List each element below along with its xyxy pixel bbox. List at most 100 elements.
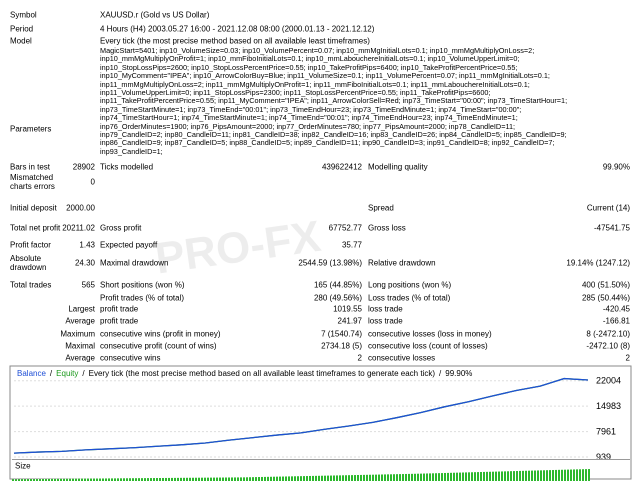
balance-line (13, 377, 589, 454)
row-label: Mismatched charts errors (10, 173, 55, 191)
row-label: Short positions (won %) (100, 280, 185, 290)
legend-entry: Equity (56, 369, 79, 378)
y-tick-label: 7961 (596, 427, 616, 437)
row-value: 2 (625, 353, 630, 363)
size-panel: Size (12, 459, 630, 481)
row-value: 67752.77 (328, 223, 362, 233)
row-value: 285 (50.44%) (581, 293, 630, 303)
info-label: Model (10, 36, 32, 46)
separator: / (49, 369, 53, 378)
row-value: -166.81 (602, 316, 630, 326)
row-label: consecutive wins (profit in money) (100, 329, 221, 339)
row-value: 565 (81, 280, 95, 290)
chart-title: Balance / Equity / Every tick (the most prec… (15, 369, 474, 378)
row-label: consecutive losses (loss in money) (368, 329, 492, 339)
equity-line (13, 377, 589, 454)
row-label: Bars in test (10, 162, 51, 172)
row-label: consecutive losses (368, 353, 436, 363)
info-value: XAUUSD.r (Gold vs US Dollar) (100, 10, 210, 20)
row-label: loss trade (368, 316, 403, 326)
row-label: Average (65, 353, 95, 363)
row-label: profit trade (100, 316, 139, 326)
row-label: Loss trades (% of total) (368, 293, 451, 303)
row-label: Gross profit (100, 223, 142, 233)
parameters-line: inp11_mmMgMultiplyOnLoss=2; inp11_mmMgMu… (100, 79, 530, 89)
size-label: Size (15, 461, 31, 471)
row-label: Modelling quality (368, 162, 428, 172)
row-label: Ticks modelled (100, 162, 154, 172)
row-value: 24.30 (74, 258, 95, 268)
parameters-label: Parameters (10, 124, 52, 134)
info-value: Every tick (the most precise method base… (100, 36, 370, 46)
separator: / (82, 369, 85, 378)
row-value: 165 (44.85%) (313, 280, 362, 290)
row-label: Expected payoff (100, 240, 158, 250)
row-value: 280 (49.56%) (313, 293, 362, 303)
row-value: 2544.59 (13.98%) (298, 258, 362, 268)
separator: / (439, 369, 442, 378)
size-bars (12, 469, 590, 481)
info-label: Symbol (10, 10, 37, 20)
row-label: Maximum (60, 329, 95, 339)
row-value: 439622412 (321, 162, 362, 172)
row-label: Average (65, 316, 95, 326)
row-label: Spread (368, 203, 394, 213)
row-label: profit trade (100, 304, 139, 314)
info-label: Period (10, 24, 34, 34)
row-label: consecutive loss (count of losses) (368, 341, 488, 351)
row-value: 99.90% (602, 162, 630, 172)
row-value: 8 (-2472.10) (586, 329, 630, 339)
legend-entry: Balance (17, 369, 46, 378)
parameters-line: inp86_CandleID=9; inp87_CandleID=5; inp8… (100, 138, 555, 148)
y-tick-label: 22004 (596, 376, 621, 386)
row-value: 28902 (72, 162, 95, 172)
parameters-line: inp10_StopLossPips=2600; inp10_StopLossP… (100, 62, 518, 72)
parameters-line: inp10_MyComment="IPEA"; inp10_ArrowColor… (100, 71, 550, 81)
row-value: -2472.10 (8) (586, 341, 630, 351)
watermark: PRO-FX (152, 212, 323, 284)
parameters-line: inp76_OrderMinutes=1900; inp76_PipsAmoun… (100, 121, 516, 131)
y-tick-label: 939 (596, 452, 611, 462)
row-label: loss trade (368, 304, 403, 314)
info-value: 4 Hours (H4) 2003.05.27 16:00 - 2021.12.… (100, 24, 375, 34)
row-value: 400 (51.50%) (581, 280, 630, 290)
row-value: 2 (357, 353, 362, 363)
row-label: Absolute drawdown (10, 254, 47, 272)
chart-quality: 99.90% (445, 369, 473, 378)
row-value: 1.43 (79, 240, 95, 250)
row-label: consecutive profit (count of wins) (100, 341, 217, 351)
row-value: 241.97 (337, 316, 362, 326)
row-value: 2000.00 (66, 203, 95, 213)
parameters-line: inp93_CandleID=1; (100, 146, 163, 156)
row-value: 20211.02 (62, 223, 95, 233)
row-value: Current (14) (586, 203, 630, 213)
row-label: Initial deposit (10, 203, 57, 213)
row-label: Maximal drawdown (100, 258, 169, 268)
parameters-line: inp73_TimeStartMinute=1; inp73_TimeEnd="… (100, 104, 522, 114)
row-value: 2734.18 (5) (321, 341, 362, 351)
parameters-line: inp11_VolumeUpperLimit=0; inp11_StopLoss… (100, 88, 491, 97)
row-label: Relative drawdown (368, 258, 436, 268)
parameters-line: inp79_CandleID=2; inp80_CandleID=11; inp… (100, 130, 567, 139)
chart-subtitle: Every tick (the most precise method base… (88, 369, 436, 378)
row-label: Profit trades (% of total) (100, 293, 185, 303)
row-label: Largest (68, 304, 95, 314)
row-label: Maximal (65, 341, 95, 351)
parameters-line: inp11_TakeProfitPercentPrice=0.55; inp11… (100, 96, 568, 106)
row-value: 0 (90, 177, 95, 187)
row-value: -420.45 (602, 304, 630, 314)
row-value: 19.14% (1247.12) (566, 258, 630, 268)
row-label: Total trades (10, 280, 52, 290)
row-label: Profit factor (10, 240, 51, 250)
row-value: 1019.55 (333, 304, 362, 314)
parameters-line: inp10_mmMgMultiplyOnProfit=1; inp10_mmFi… (100, 54, 520, 64)
parameters-line: MagicStart=5401; inp10_VolumeSize=0.03; … (100, 46, 535, 55)
parameters-line: inp74_TimeStartHour=1; inp74_TimeStartMi… (100, 113, 518, 123)
row-label: consecutive wins (100, 353, 161, 363)
row-value: 35.77 (341, 240, 362, 250)
row-value: 7 (1540.74) (321, 329, 362, 339)
row-label: Gross loss (368, 223, 406, 233)
row-value: -47541.75 (593, 223, 630, 233)
